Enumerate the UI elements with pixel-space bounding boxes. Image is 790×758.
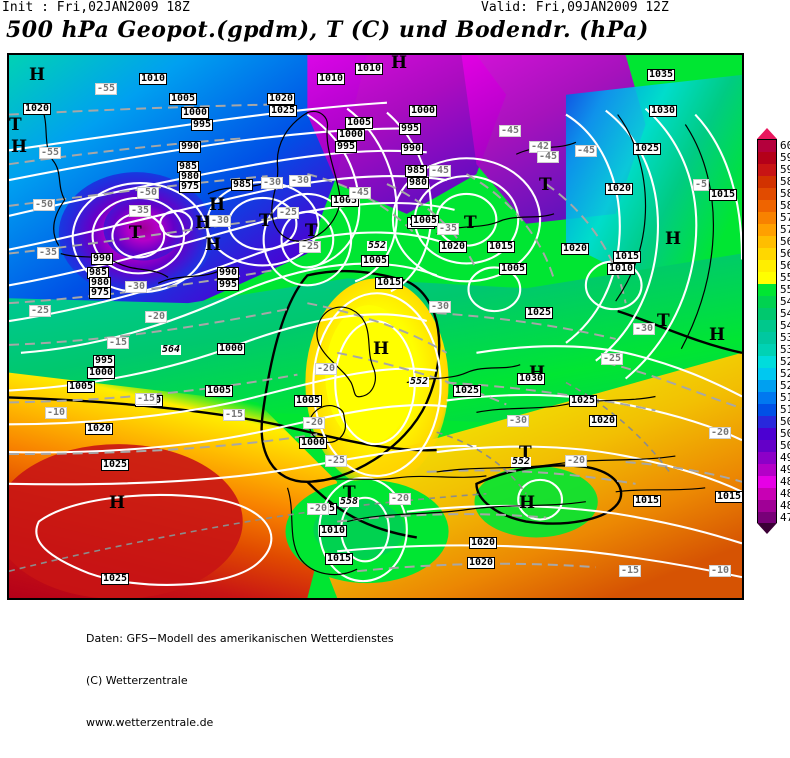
colorbar-swatch bbox=[758, 476, 776, 488]
map-canvas bbox=[9, 55, 742, 598]
colorbar-tick-label: 516 bbox=[780, 391, 790, 404]
colorbar-swatch bbox=[758, 176, 776, 188]
colorbar-swatch bbox=[758, 164, 776, 176]
colorbar: 6005965925885845805765725685645605565525… bbox=[755, 128, 790, 534]
colorbar-tick-label: 532 bbox=[780, 343, 790, 356]
colorbar-tick-label: 508 bbox=[780, 415, 790, 428]
weather-map: H H T T T T H H H T H H H T H H T T H H … bbox=[7, 53, 744, 600]
colorbar-tick-label: 524 bbox=[780, 367, 790, 380]
colorbar-tick-label: 504 bbox=[780, 427, 790, 440]
colorbar-tick-label: 556 bbox=[780, 271, 790, 284]
valid-time-label: Valid: Fri,09JAN2009 12Z bbox=[481, 0, 669, 15]
colorbar-swatch bbox=[758, 140, 776, 152]
colorbar-tick-label: 500 bbox=[780, 439, 790, 452]
colorbar-tick-labels: 6005965925885845805765725685645605565525… bbox=[780, 132, 790, 532]
colorbar-tick-label: 528 bbox=[780, 355, 790, 368]
colorbar-swatch bbox=[758, 200, 776, 212]
border-line-group bbox=[9, 381, 671, 572]
colorbar-swatch bbox=[758, 320, 776, 332]
colorbar-tick-label: 588 bbox=[780, 175, 790, 188]
colorbar-swatch bbox=[758, 428, 776, 440]
colorbar-tick-label: 480 bbox=[780, 499, 790, 512]
colorbar-tick-label: 520 bbox=[780, 379, 790, 392]
colorbar-swatch bbox=[758, 488, 776, 500]
footer-line-2: (C) Wetterzentrale bbox=[86, 674, 188, 687]
isobar-group bbox=[9, 101, 742, 586]
colorbar-tick-label: 560 bbox=[780, 259, 790, 272]
colorbar-swatch bbox=[758, 500, 776, 512]
colorbar-tick-label: 536 bbox=[780, 331, 790, 344]
colorbar-swatch bbox=[758, 284, 776, 296]
colorbar-scale bbox=[757, 139, 777, 524]
colorbar-swatch bbox=[758, 368, 776, 380]
colorbar-tick-label: 476 bbox=[780, 511, 790, 524]
init-time-label: Init : Fri,02JAN2009 18Z bbox=[2, 0, 190, 15]
colorbar-top-arrow bbox=[757, 128, 777, 139]
colorbar-tick-label: 596 bbox=[780, 151, 790, 164]
weather-chart-page: Init : Fri,02JAN2009 18Z Valid: Fri,09JA… bbox=[0, 0, 790, 729]
colorbar-tick-label: 580 bbox=[780, 199, 790, 212]
footer-credits: Daten: GFS−Modell des amerikanischen Wet… bbox=[86, 604, 686, 758]
colorbar-tick-label: 552 bbox=[780, 283, 790, 296]
colorbar-swatch bbox=[758, 296, 776, 308]
colorbar-swatch bbox=[758, 440, 776, 452]
colorbar-swatch bbox=[758, 332, 776, 344]
colorbar-swatch bbox=[758, 380, 776, 392]
footer-line-1: Daten: GFS−Modell des amerikanischen Wet… bbox=[86, 632, 394, 645]
colorbar-tick-label: 568 bbox=[780, 235, 790, 248]
colorbar-swatch bbox=[758, 236, 776, 248]
colorbar-swatch bbox=[758, 212, 776, 224]
colorbar-tick-label: 564 bbox=[780, 247, 790, 260]
colorbar-tick-label: 540 bbox=[780, 319, 790, 332]
colorbar-swatch bbox=[758, 248, 776, 260]
colorbar-swatch bbox=[758, 224, 776, 236]
colorbar-tick-label: 492 bbox=[780, 463, 790, 476]
colorbar-bottom-arrow bbox=[757, 523, 777, 534]
colorbar-swatch bbox=[758, 464, 776, 476]
colorbar-swatch bbox=[758, 308, 776, 320]
colorbar-tick-label: 512 bbox=[780, 403, 790, 416]
colorbar-tick-label: 488 bbox=[780, 475, 790, 488]
colorbar-swatch bbox=[758, 392, 776, 404]
colorbar-swatch bbox=[758, 260, 776, 272]
colorbar-tick-label: 548 bbox=[780, 295, 790, 308]
colorbar-tick-label: 576 bbox=[780, 211, 790, 224]
colorbar-swatch bbox=[758, 416, 776, 428]
colorbar-swatch bbox=[758, 404, 776, 416]
colorbar-tick-label: 544 bbox=[780, 307, 790, 320]
colorbar-tick-label: 600 bbox=[780, 139, 790, 152]
colorbar-tick-label: 484 bbox=[780, 487, 790, 500]
colorbar-swatch bbox=[758, 188, 776, 200]
colorbar-swatch bbox=[758, 356, 776, 368]
colorbar-tick-label: 592 bbox=[780, 163, 790, 176]
colorbar-tick-label: 584 bbox=[780, 187, 790, 200]
page-title: 500 hPa Geopot.(gpdm), T (C) und Bodendr… bbox=[6, 17, 649, 43]
colorbar-swatch bbox=[758, 452, 776, 464]
colorbar-swatch bbox=[758, 272, 776, 284]
colorbar-swatch bbox=[758, 152, 776, 164]
colorbar-swatch bbox=[758, 512, 776, 524]
colorbar-tick-label: 572 bbox=[780, 223, 790, 236]
footer-line-3: www.wetterzentrale.de bbox=[86, 716, 214, 729]
colorbar-tick-label: 496 bbox=[780, 451, 790, 464]
colorbar-swatch bbox=[758, 344, 776, 356]
